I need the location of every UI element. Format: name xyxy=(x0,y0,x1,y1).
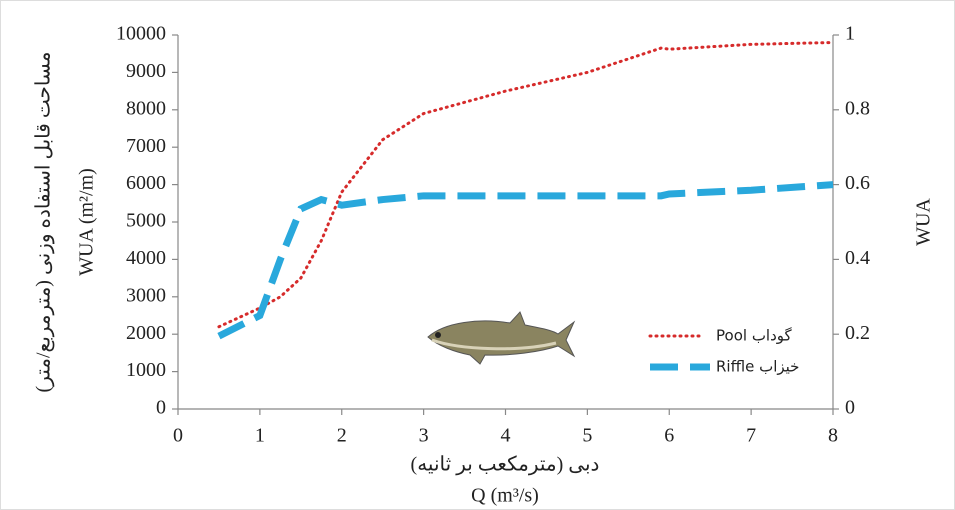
y2-tick-label: 0.4 xyxy=(845,247,870,269)
x-tick-label: 0 xyxy=(173,425,183,447)
y-tick-label: 9000 xyxy=(126,60,166,82)
y2-tick-label: 0.8 xyxy=(845,97,870,119)
y-tick-label: 4000 xyxy=(126,247,166,269)
y-tick-label: 5000 xyxy=(126,210,166,232)
y2-tick-label: 0.2 xyxy=(845,322,870,344)
y-tick-label: 6000 xyxy=(126,172,166,194)
y2-tick-label: 0 xyxy=(845,397,855,419)
y-tick-label: 0 xyxy=(156,397,166,419)
x-tick-label: 5 xyxy=(582,425,592,447)
fish-picture xyxy=(427,311,576,365)
x-axis-label-fa: دبی (مترمکعب بر ثانیه) xyxy=(411,454,600,476)
legend-label: Riffle خیزاب xyxy=(716,358,799,376)
x-tick-label: 8 xyxy=(828,425,838,447)
y2-tick-label: 0.6 xyxy=(845,172,870,194)
x-tick-label: 7 xyxy=(746,425,756,447)
y-tick-label: 8000 xyxy=(126,97,166,119)
x-tick-label: 2 xyxy=(337,425,347,447)
legend-label: Pool گوداب xyxy=(716,327,793,345)
y-axis-label-fa: مساحت قابل استفاده وزنی (مترمربع/متر) xyxy=(33,52,55,393)
y-tick-label: 2000 xyxy=(126,322,166,344)
y2-tick-label: 1 xyxy=(845,23,855,45)
x-tick-label: 1 xyxy=(255,425,265,447)
y2-axis-label: WUA xyxy=(913,198,935,246)
y-axis-label: WUA (m²/m) xyxy=(76,168,98,276)
y-tick-label: 3000 xyxy=(126,284,166,306)
y-tick-label: 1000 xyxy=(126,359,166,381)
series-line xyxy=(217,40,835,329)
x-tick-label: 4 xyxy=(501,425,511,447)
x-tick-label: 6 xyxy=(664,425,674,447)
x-axis-label: Q (m³/s) xyxy=(471,485,539,507)
x-tick-label: 3 xyxy=(419,425,429,447)
series-line xyxy=(217,181,834,340)
y-tick-label: 7000 xyxy=(126,135,166,157)
y-tick-label: 10000 xyxy=(116,23,166,45)
